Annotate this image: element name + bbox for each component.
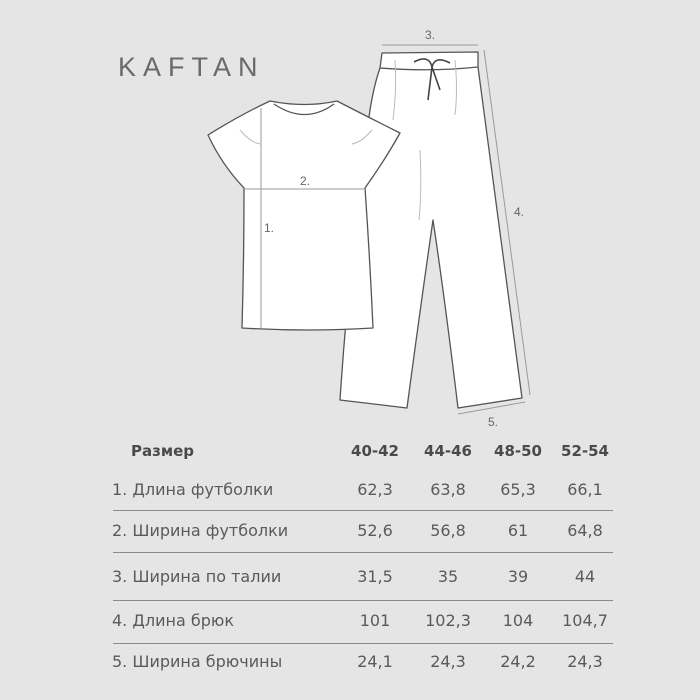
measure-label-3: 3.: [425, 28, 435, 42]
row-value: 102,3: [425, 611, 471, 630]
measure-label-4: 4.: [514, 205, 524, 219]
row-value: 56,8: [430, 521, 466, 540]
drawstring: [413, 58, 451, 101]
brand-logo: KAFTAN: [118, 52, 265, 82]
measure-line-5: [457, 401, 526, 415]
measure-label-5: 5.: [488, 415, 498, 429]
garment-illustration: 1. 2. 3. 4. 5.: [207, 28, 531, 429]
row-value: 44: [574, 567, 596, 586]
row-value: 24,2: [500, 652, 536, 671]
row-value: 39: [507, 567, 529, 586]
row-divider: [113, 510, 613, 511]
measure-label-1: 1.: [264, 221, 274, 235]
row-divider: [113, 600, 613, 601]
pants-waistband: [379, 66, 479, 71]
header-size-label: Размер: [131, 442, 195, 460]
row-value: 104,7: [562, 611, 608, 630]
row-label: 3. Ширина по талии: [112, 567, 282, 586]
tshirt-outline: [207, 100, 401, 331]
row-label: 4. Длина брюк: [112, 611, 234, 630]
row-value: 64,8: [567, 521, 603, 540]
header-size: 52-54: [561, 442, 609, 460]
row-divider: [113, 552, 613, 553]
row-value: 66,1: [567, 480, 603, 499]
row-divider: [113, 643, 613, 644]
row-value: 24,3: [567, 652, 603, 671]
row-value: 24,1: [357, 652, 393, 671]
row-label: 5. Ширина брючины: [112, 652, 283, 671]
row-value: 101: [359, 611, 391, 630]
measure-label-2: 2.: [300, 174, 310, 188]
row-value: 24,3: [430, 652, 466, 671]
row-value: 63,8: [430, 480, 466, 499]
measure-line-4: [483, 49, 531, 396]
row-value: 104: [502, 611, 534, 630]
row-value: 52,6: [357, 521, 393, 540]
row-value: 61: [507, 521, 529, 540]
header-size: 44-46: [424, 442, 472, 460]
tshirt-collar: [273, 103, 335, 116]
row-value: 65,3: [500, 480, 536, 499]
header-size: 40-42: [351, 442, 399, 460]
header-size: 48-50: [494, 442, 542, 460]
row-value: 31,5: [357, 567, 393, 586]
row-value: 62,3: [357, 480, 393, 499]
row-label: 1. Длина футболки: [112, 480, 274, 499]
row-label: 2. Ширина футболки: [112, 521, 289, 540]
row-value: 35: [437, 567, 459, 586]
